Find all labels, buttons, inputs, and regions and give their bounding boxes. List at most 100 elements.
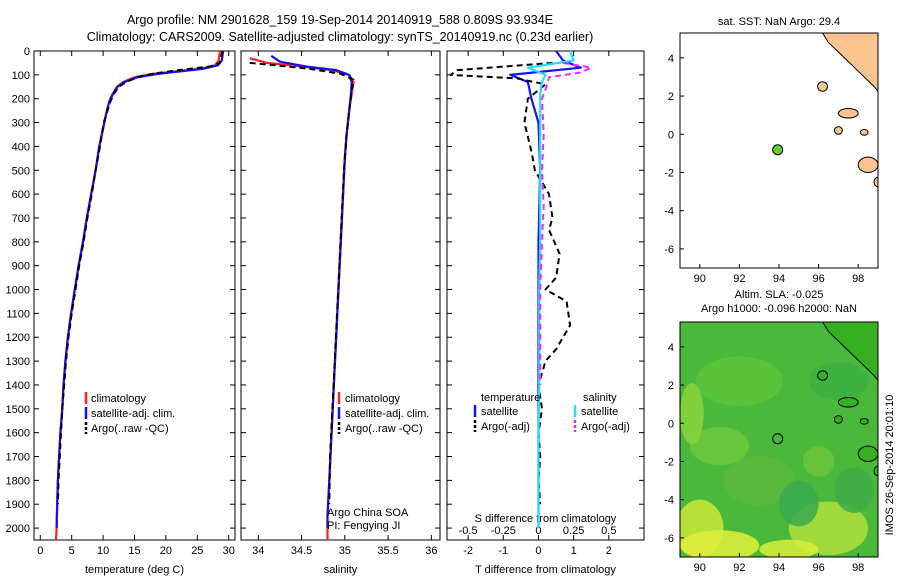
x-tick-label: 0 xyxy=(37,545,43,557)
x-tick-label: 30 xyxy=(223,545,235,557)
x-axis-title: temperature (deg C) xyxy=(85,564,184,576)
island xyxy=(817,81,829,92)
sla-anomaly-patch xyxy=(808,362,869,401)
argo-position-marker xyxy=(772,433,784,445)
sla-anomaly-patch xyxy=(723,455,795,506)
salinity-legend: climatology satellite-adj. clim. Argo(..… xyxy=(327,392,429,532)
sla-anomaly-patch xyxy=(680,530,760,557)
x-tick-label: 90 xyxy=(694,273,706,285)
island xyxy=(859,417,869,425)
legend-t-satellite-label: satellite xyxy=(481,406,518,418)
x-tick-label: 98 xyxy=(852,273,864,285)
s-tick-label: 0.25 xyxy=(563,525,584,537)
y-tick-label: 4 xyxy=(668,342,674,354)
x-tick-label: 96 xyxy=(812,273,824,285)
legend-salinity-head: salinity xyxy=(583,392,617,404)
y-tick-label: -4 xyxy=(664,495,674,507)
island xyxy=(857,445,878,462)
difference-profile-frame xyxy=(446,50,645,541)
island xyxy=(859,128,869,136)
sla-anomaly-patch xyxy=(834,467,875,514)
y-tick-label: -6 xyxy=(664,533,674,545)
pi-label: PI: Fengying JI xyxy=(327,520,400,532)
y-tick-label: 800 xyxy=(12,237,30,249)
y-tick-label: -6 xyxy=(664,244,674,256)
header-line1: Argo profile: NM 2901628_159 19-Sep-2014… xyxy=(127,13,553,27)
y-tick-label: 200 xyxy=(12,94,30,106)
y-tick-label: 300 xyxy=(12,118,30,130)
island xyxy=(817,370,829,381)
y-tick-label: 600 xyxy=(12,189,30,201)
y-tick-label: 1600 xyxy=(6,428,30,440)
sla-anomaly-patch xyxy=(759,539,819,557)
x-tick-label: 36 xyxy=(425,545,437,557)
x-tick-label: 1 xyxy=(571,545,577,557)
sst-title: sat. SST: NaN Argo: 29.4 xyxy=(718,16,840,28)
x-tick-label: 98 xyxy=(852,562,864,574)
x-tick-label: 90 xyxy=(694,562,706,574)
sla-anomaly-patch xyxy=(802,446,835,477)
y-tick-label: 1900 xyxy=(6,499,30,511)
temperature-panel: 0100200300400500600700800900100011001200… xyxy=(6,46,236,576)
sumatra-coast xyxy=(822,322,878,382)
sst-map-panel: 90 92 94 96 98 4 2 0 -2 -4 -6 sat. SST: NaN Argo: 2… xyxy=(664,16,879,285)
island xyxy=(833,415,843,424)
sla-title-1: Altim. SLA: -0.025 xyxy=(735,289,824,301)
legend-argo-label: Argo(..raw -QC) xyxy=(91,423,169,435)
y-tick-label: 4 xyxy=(668,53,674,65)
series-salinity-argo xyxy=(539,61,593,385)
x-axis-title: salinity xyxy=(324,564,358,576)
x-tick-label: 0 xyxy=(535,545,541,557)
s-tick-label: 0 xyxy=(535,525,541,537)
x-tick-label: 5 xyxy=(69,545,75,557)
sla-title-2: Argo h1000: -0.096 h2000: NaN xyxy=(701,303,857,315)
legend-temperature-head: temperature xyxy=(481,392,540,404)
temperature-legend: climatology satellite-adj. clim. Argo(..… xyxy=(84,392,175,435)
x-tick-label: 94 xyxy=(773,562,785,574)
salinity-profile-frame xyxy=(240,50,441,541)
island xyxy=(833,126,843,135)
legend-climatology-label: climatology xyxy=(91,393,147,405)
s-axis-title: S difference from climatology xyxy=(475,513,617,525)
s-tick-label: 0.5 xyxy=(601,525,616,537)
legend-satellite-label: satellite-adj. clim. xyxy=(345,408,429,420)
y-tick-label: 500 xyxy=(12,165,30,177)
x-tick-label: 96 xyxy=(812,562,824,574)
x-tick-label: 34 xyxy=(252,545,264,557)
y-tick-label: -4 xyxy=(664,206,674,218)
header-line2: Climatology: CARS2009. Satellite-adjuste… xyxy=(87,30,594,44)
legend-climatology-label: climatology xyxy=(345,393,401,405)
sla-anomaly-patch xyxy=(695,356,783,407)
sumatra-coast xyxy=(822,33,878,93)
legend-satellite-label: satellite-adj. clim. xyxy=(91,408,175,420)
y-tick-label: 100 xyxy=(12,70,30,82)
x-axis-title: T difference from climatology xyxy=(475,564,616,576)
sla-anomaly-patch xyxy=(689,427,750,466)
program-label: Argo China SOA xyxy=(327,507,409,519)
y-tick-label: 1100 xyxy=(6,308,30,320)
difference-panel: -2 -1 0 1 2 -0.5 -0.25 0 0.25 0.5S difference fro… xyxy=(446,50,645,576)
y-tick-label: 0 xyxy=(668,129,674,141)
s-tick-label: -0.25 xyxy=(491,525,516,537)
legend-s-argo-label: Argo(-adj) xyxy=(581,421,630,433)
island xyxy=(857,156,878,173)
x-tick-label: 35 xyxy=(339,545,351,557)
y-tick-label: 1000 xyxy=(6,285,30,297)
x-tick-label: 34.5 xyxy=(291,545,312,557)
sla-map-panel: 90 92 94 96 98 4 2 0 -2 -4 -6 Altim. SLA: -0.025 Arg… xyxy=(664,289,879,574)
series-salinity-satellite xyxy=(526,50,575,529)
legend-argo-label: Argo(..raw -QC) xyxy=(345,423,423,435)
y-tick-label: 1500 xyxy=(6,404,30,416)
y-tick-label: 1400 xyxy=(6,380,30,392)
argo-position-marker xyxy=(772,144,784,156)
map-body xyxy=(680,322,878,557)
y-tick-label: 1700 xyxy=(6,452,30,464)
x-tick-label: -1 xyxy=(498,545,508,557)
series-temperature-argo xyxy=(449,61,572,505)
x-tick-label: -2 xyxy=(463,545,473,557)
y-tick-label: 400 xyxy=(12,141,30,153)
temperature-profile-frame xyxy=(33,50,236,541)
salinity-panel: 34 34.5 35 35.5 36 salinity xyxy=(240,50,441,576)
y-tick-label: 0 xyxy=(24,46,30,58)
